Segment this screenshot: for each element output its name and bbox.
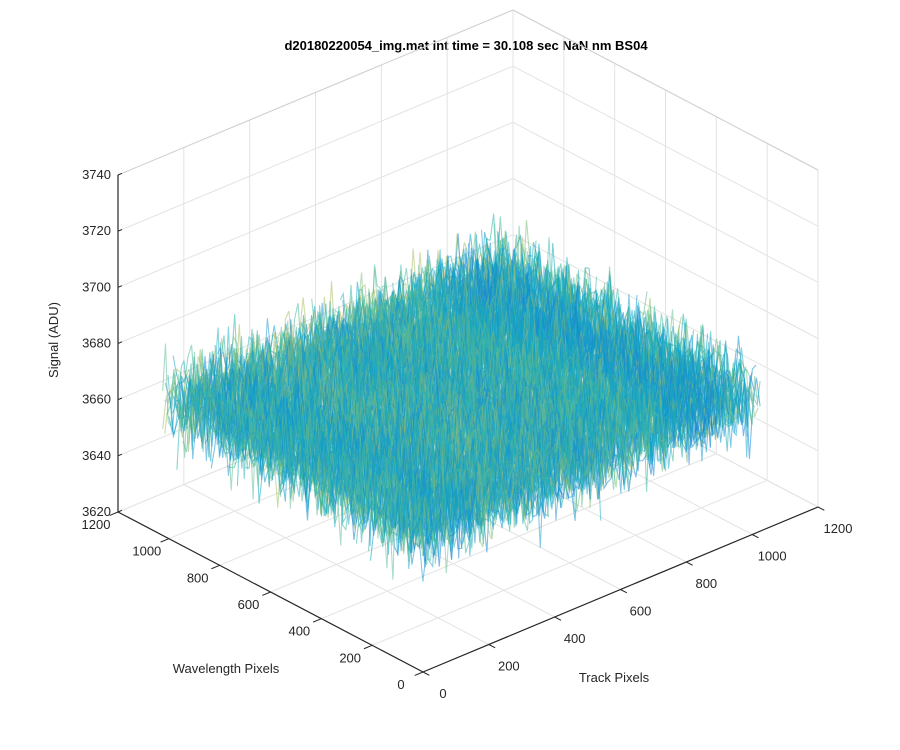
sidewall-grid-z	[512, 121, 819, 283]
z-tick-mark	[117, 172, 123, 176]
y-tick-mark	[363, 644, 373, 650]
chart-title: d20180220054_img.mat int time = 30.108 s…	[284, 38, 648, 53]
z-tick-mark	[117, 509, 123, 513]
surface-fiber	[402, 282, 664, 452]
y-tick-mark	[160, 538, 170, 543]
y-tick-label: 200	[339, 650, 361, 665]
sidewall-grid-z	[512, 234, 819, 396]
y-tick-mark	[211, 564, 220, 570]
z-tick-label: 3720	[82, 223, 111, 238]
z-tick-mark	[117, 229, 123, 232]
y-tick-mark	[312, 618, 322, 623]
sidewall-grid-z	[512, 65, 819, 227]
x-tick-mark	[620, 589, 628, 594]
y-tick-label: 1000	[132, 544, 161, 559]
x-tick-mark	[751, 534, 759, 539]
z-tick-label: 3660	[82, 392, 111, 407]
floor-grid-y	[321, 453, 717, 620]
x-tick-mark	[488, 644, 496, 649]
y-axis-label: Wavelength Pixels	[173, 661, 280, 676]
y-tick-label: 0	[397, 677, 404, 692]
x-axis-label: Track Pixels	[579, 670, 650, 685]
axes-layer	[109, 172, 825, 676]
box-edge	[512, 9, 819, 171]
y-tick-mark	[414, 671, 424, 676]
x-tick-label: 1200	[824, 521, 853, 536]
y-tick-mark	[262, 591, 271, 596]
y-tick-label: 800	[187, 570, 209, 585]
tick-labels: 0 200 400 600 800 1000 1200 0 200 400 600 800 1000 12…	[82, 167, 853, 701]
floor-grid-y	[371, 479, 768, 646]
x-tick-mark	[554, 616, 562, 621]
sidewall-grid-z	[512, 178, 819, 339]
z-tick-label: 3680	[82, 336, 111, 351]
x-tick-label: 200	[498, 659, 520, 674]
surface-fiber	[162, 343, 424, 580]
z-tick-label: 3740	[82, 167, 111, 182]
y-tick-label: 600	[238, 597, 260, 612]
surface-fiber	[446, 263, 709, 444]
z-tick-label: 3640	[82, 448, 111, 463]
y-tick-label: 400	[288, 624, 310, 639]
z-tick-mark	[117, 285, 123, 288]
x-tick-label: 800	[695, 576, 717, 591]
x-tick-label: 0	[439, 686, 446, 701]
surface-fiber	[227, 347, 489, 548]
x-tick-label: 600	[630, 604, 652, 619]
x-tick-label: 400	[564, 631, 586, 646]
z-tick-label: 3700	[82, 279, 111, 294]
surface-body-fill	[162, 259, 761, 538]
backwall-grid-z	[117, 121, 514, 288]
z-tick-mark	[117, 397, 123, 401]
z-tick-mark	[117, 453, 123, 457]
y-tick-mark	[109, 511, 119, 516]
surface-fiber	[222, 351, 484, 544]
backwall-grid-z	[117, 65, 514, 232]
backwall-grid-z	[117, 178, 514, 344]
z-tick-label: 3620	[82, 504, 111, 519]
box-edge	[117, 9, 514, 176]
y-tick-label: 1200	[82, 517, 111, 532]
surface-layer	[162, 213, 761, 582]
x-tick-mark	[686, 561, 693, 566]
z-tick-mark	[117, 341, 123, 344]
x-tick-label: 1000	[758, 549, 787, 564]
z-axis-label: Signal (ADU)	[46, 302, 61, 378]
x-tick-mark	[817, 506, 825, 511]
x-tick-mark	[422, 671, 430, 676]
